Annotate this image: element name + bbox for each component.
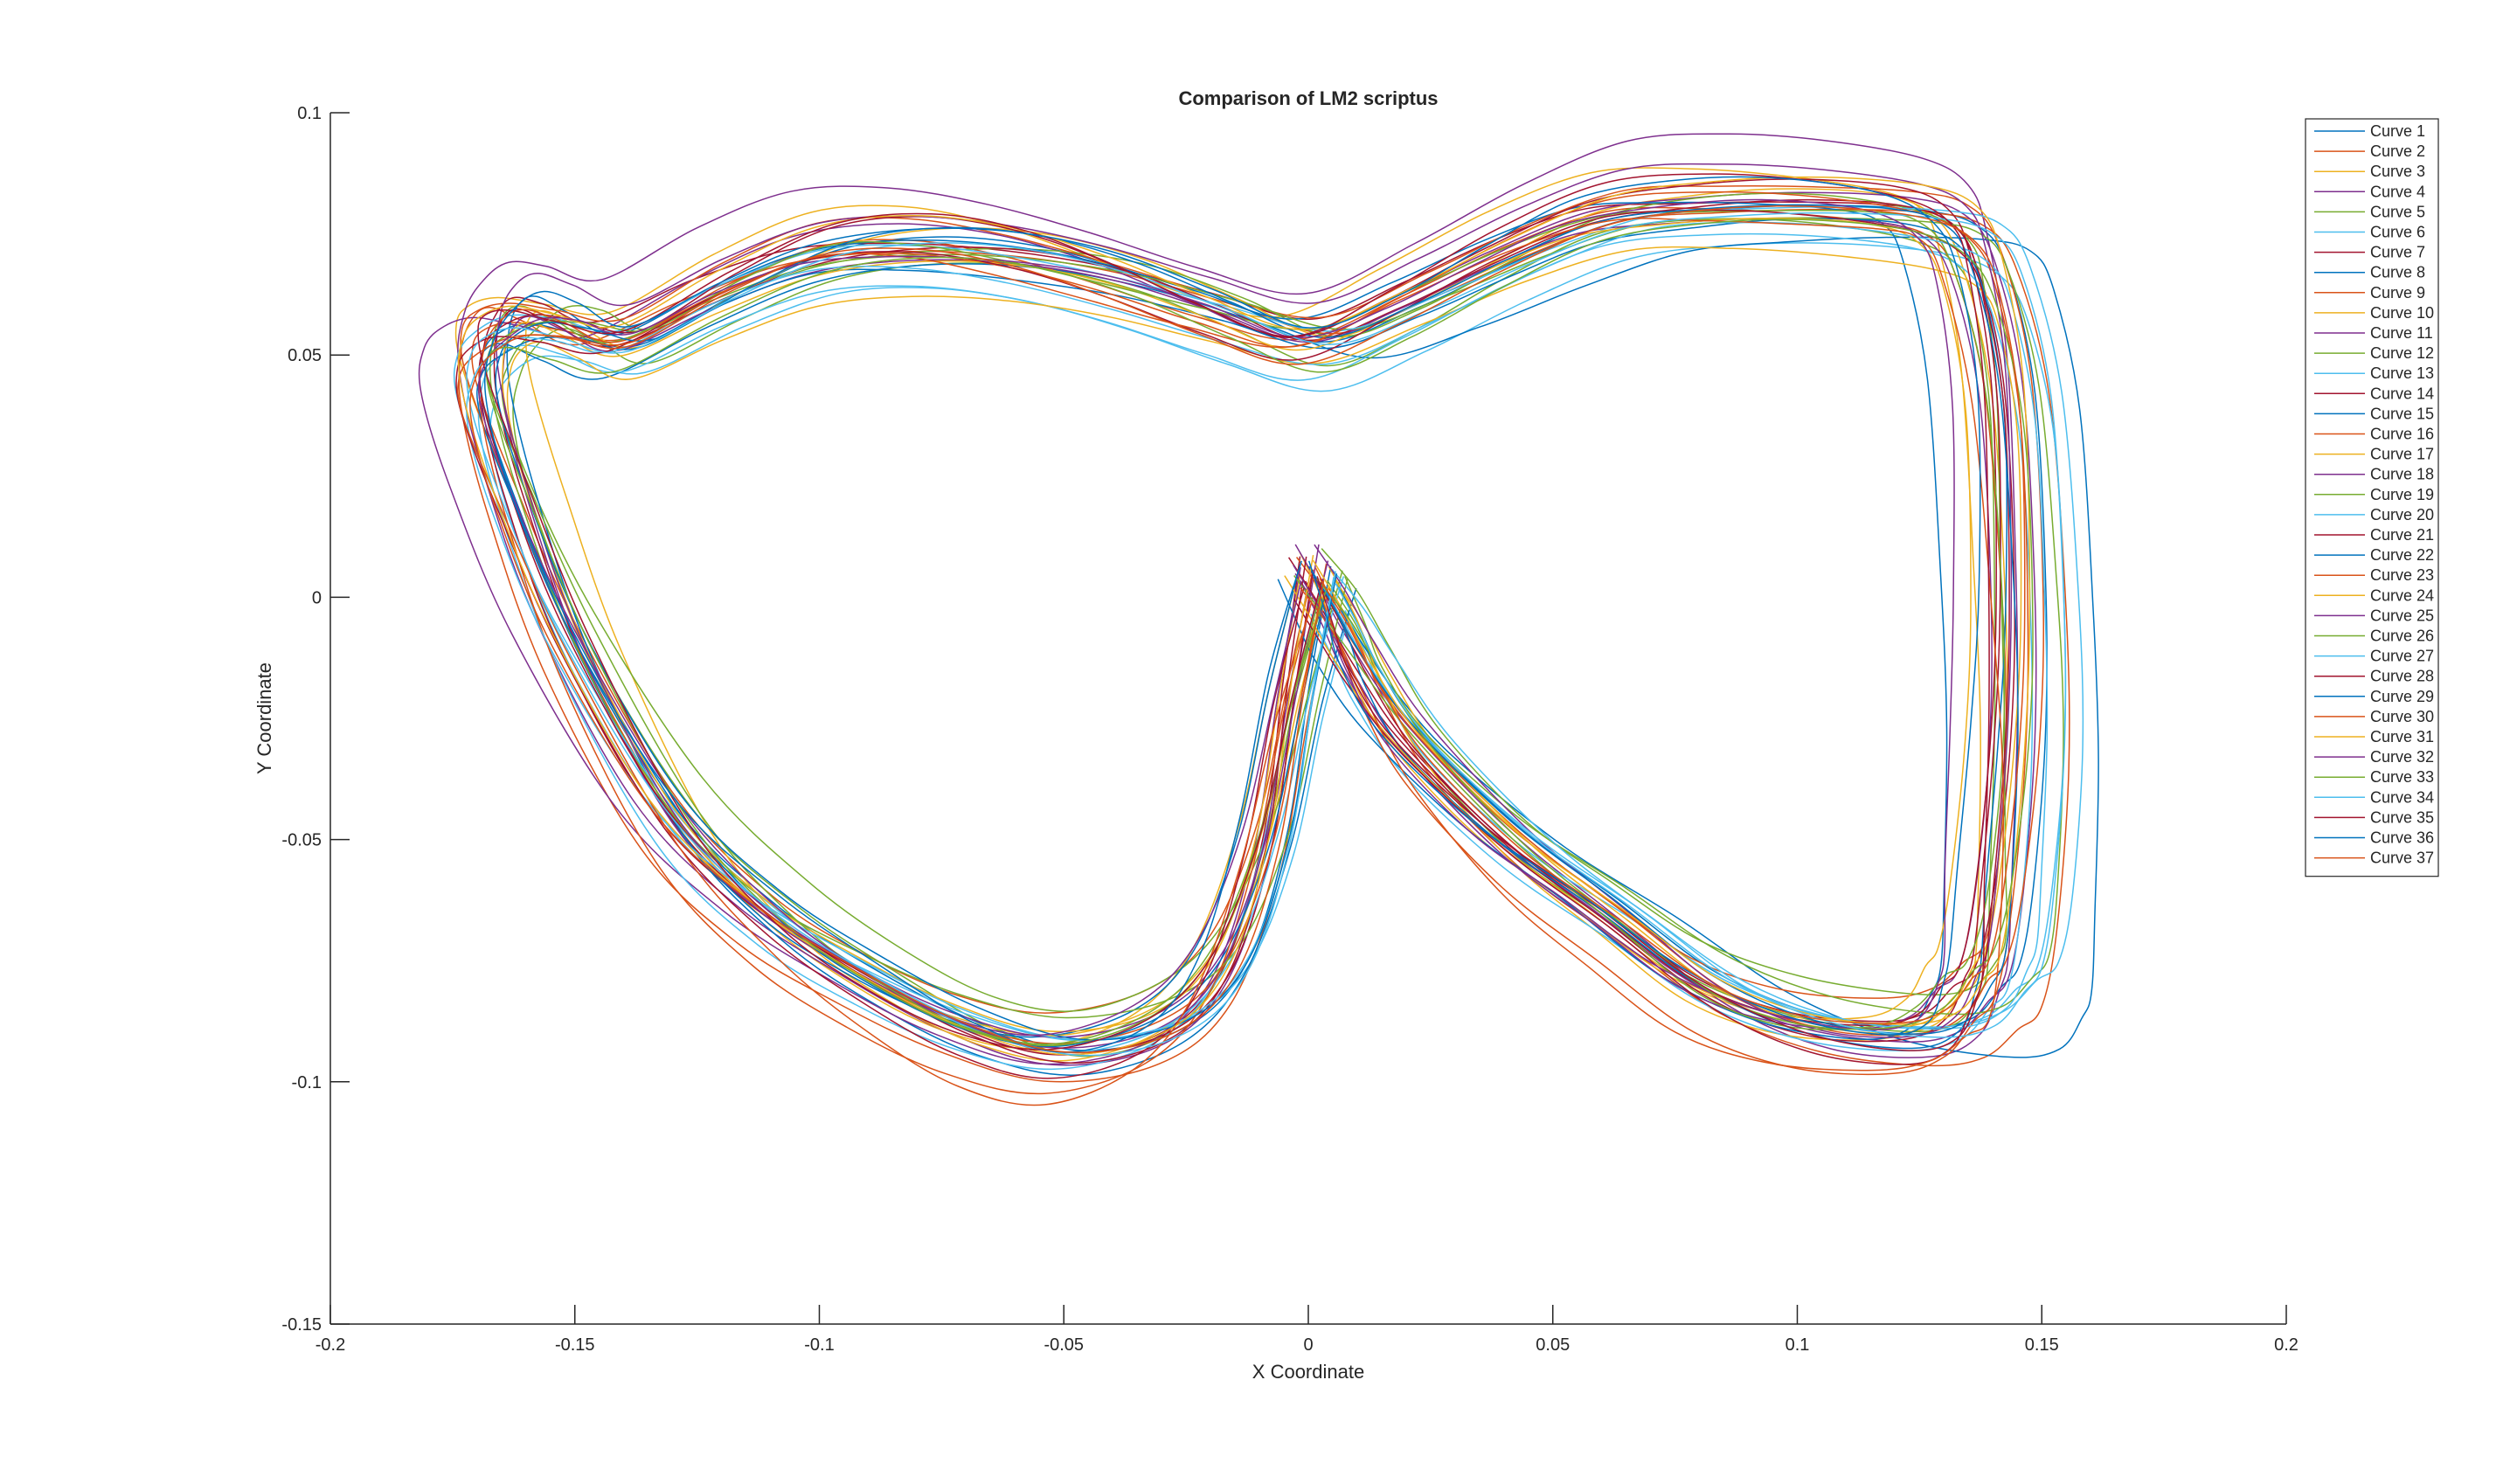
legend-entry-label: Curve 1 (2370, 122, 2425, 140)
series-line-curve-29 (495, 204, 2019, 1041)
legend-entry-label: Curve 6 (2370, 224, 2425, 241)
legend-entry-label: Curve 7 (2370, 244, 2425, 261)
legend-entry-label: Curve 27 (2370, 648, 2434, 665)
x-tick-label: 0.1 (1785, 1335, 1810, 1355)
legend-box (2305, 118, 2439, 877)
legend: Curve 1 Curve 2 Curve 3 Curve 4 Curve 5 Curve… (2305, 118, 2439, 877)
legend-entry-label: Curve 36 (2370, 829, 2434, 847)
legend-entry-label: Curve 17 (2370, 446, 2434, 463)
legend-entry-label: Curve 16 (2370, 426, 2434, 443)
series-line-curve-36 (484, 176, 1981, 1053)
legend-entry-label: Curve 37 (2370, 849, 2434, 867)
y-tick-label: -0.05 (281, 831, 322, 850)
series-line-curve-35 (477, 173, 1990, 1051)
y-tick-label: -0.15 (281, 1315, 322, 1335)
x-ticks: -0.2 -0.15 -0.1 -0.05 0 0.05 0.1 0.15 0.2 (315, 1305, 2299, 1355)
legend-entry-label: Curve 24 (2370, 586, 2434, 604)
x-tick-label: 0.05 (1536, 1335, 1570, 1355)
series-line-curve-33 (485, 218, 2034, 1047)
legend-entry-label: Curve 3 (2370, 163, 2425, 180)
series-line-curve-5 (512, 218, 1996, 1058)
x-tick-label: 0 (1303, 1335, 1313, 1355)
legend-entry-label: Curve 35 (2370, 808, 2434, 826)
legend-entry-label: Curve 22 (2370, 546, 2434, 564)
series-line-curve-34 (466, 212, 2067, 1057)
legend-entry-label: Curve 23 (2370, 566, 2434, 584)
series-line-curve-22 (476, 218, 2008, 1050)
legend-entry-label: Curve 11 (2370, 324, 2433, 342)
legend-entry-label: Curve 30 (2370, 708, 2434, 725)
legend-entry-label: Curve 33 (2370, 768, 2434, 786)
legend-entry-label: Curve 28 (2370, 668, 2434, 685)
legend-entry-label: Curve 10 (2370, 304, 2434, 322)
legend-entry-label: Curve 34 (2370, 788, 2434, 806)
legend-entry-label: Curve 2 (2370, 142, 2425, 160)
legend-entry-label: Curve 32 (2370, 748, 2434, 766)
x-tick-label: -0.15 (555, 1335, 595, 1355)
legend-entry-label: Curve 25 (2370, 607, 2434, 624)
legend-entry-label: Curve 12 (2370, 344, 2434, 362)
y-ticks: -0.15 -0.1 -0.05 0 0.05 0.1 (281, 104, 350, 1335)
legend-entry-label: Curve 18 (2370, 466, 2434, 483)
series-line-curve-30 (457, 218, 2005, 1106)
legend-entry-label: Curve 8 (2370, 264, 2425, 281)
y-tick-label: -0.1 (292, 1073, 322, 1092)
series-line-curve-26 (485, 209, 2006, 1045)
legend-entry-label: Curve 20 (2370, 506, 2434, 524)
legend-entry-label: Curve 14 (2370, 385, 2434, 402)
x-tick-label: -0.2 (315, 1335, 345, 1355)
x-tick-label: -0.05 (1044, 1335, 1084, 1355)
series-line-curve-37 (469, 205, 2026, 1053)
legend-entry-label: Curve 9 (2370, 284, 2425, 302)
series-line-curve-4 (457, 133, 2019, 1066)
curves (418, 133, 2099, 1106)
x-axis-label: X Coordinate (1252, 1361, 1364, 1383)
legend-entry-label: Curve 29 (2370, 688, 2434, 705)
y-tick-label: 0.1 (297, 104, 322, 123)
y-tick-label: 0 (312, 588, 322, 607)
legend-entry-label: Curve 4 (2370, 183, 2425, 200)
x-tick-label: -0.1 (804, 1335, 834, 1355)
plot-area: -0.2 -0.15 -0.1 -0.05 0 0.05 0.1 0.15 0.2 -0.15-… (281, 104, 2299, 1355)
legend-entry-label: Curve 13 (2370, 364, 2434, 382)
x-tick-label: 0.15 (2025, 1335, 2059, 1355)
y-axis-label: Y Coordinate (253, 662, 275, 774)
legend-entry-label: Curve 31 (2370, 728, 2434, 745)
series-line-curve-31 (457, 176, 2031, 1056)
x-tick-label: 0.2 (2274, 1335, 2299, 1355)
legend-entry-label: Curve 21 (2370, 526, 2434, 544)
legend-entry-label: Curve 19 (2370, 486, 2434, 503)
legend-entry-label: Curve 15 (2370, 405, 2434, 422)
y-tick-label: 0.05 (288, 346, 322, 365)
legend-entry-label: Curve 26 (2370, 628, 2434, 645)
legend-entry-label: Curve 5 (2370, 203, 2425, 220)
chart-title: Comparison of LM2 scriptus (1178, 87, 1438, 109)
